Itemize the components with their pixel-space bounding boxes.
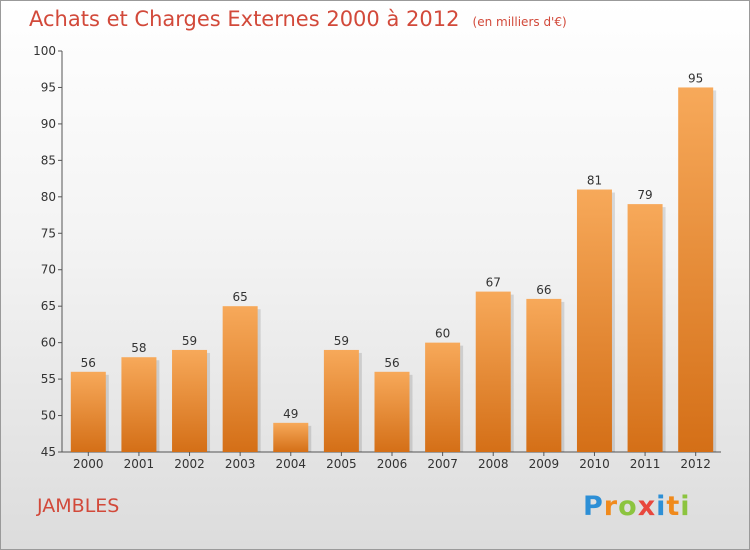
x-tick-label: 2007 [427,457,458,471]
proxiti-logo: Proxiti [583,491,691,522]
y-tick-label: 90 [41,117,56,131]
logo-letter: t [666,491,681,522]
x-tick-label: 2000 [73,457,104,471]
y-tick-label: 75 [41,226,56,240]
y-tick-label: 85 [41,153,56,167]
x-tick-label: 2003 [225,457,256,471]
bar [374,371,410,452]
chart-unit: (en milliers d'€) [472,15,567,29]
bar-value-label: 81 [587,174,602,188]
bar-value-label: 65 [233,290,248,304]
x-tick-label: 2006 [377,457,408,471]
logo-letter: i [656,491,667,522]
y-tick-label: 65 [41,299,56,313]
logo-letter: i [680,491,691,522]
bar [222,306,258,452]
bar-value-label: 59 [334,334,349,348]
commune-name: JAMBLES [37,495,120,517]
y-tick-label: 100 [33,44,56,58]
bar-value-label: 95 [688,71,703,85]
bar-value-label: 58 [131,341,146,355]
x-tick-label: 2009 [529,457,560,471]
logo-letter: r [603,491,619,522]
y-tick-label: 50 [41,409,56,423]
x-tick-label: 2010 [579,457,610,471]
bar-value-label: 59 [182,334,197,348]
bar [475,291,511,452]
bar-value-label: 79 [637,188,652,202]
x-tick-label: 2004 [275,457,306,471]
bar-value-label: 66 [536,283,551,297]
y-tick-label: 55 [41,372,56,386]
y-tick-label: 70 [41,263,56,277]
logo-letter: o [618,491,638,522]
bar [273,422,309,452]
bar-value-label: 56 [81,356,96,370]
bar [172,349,208,452]
y-tick-label: 80 [41,190,56,204]
bar-value-label: 60 [435,327,450,341]
logo-letter: P [583,491,604,522]
bar [627,204,663,452]
bar [121,357,157,452]
y-tick-label: 95 [41,80,56,94]
x-tick-label: 2005 [326,457,357,471]
bar [70,371,106,452]
chart-title: Achats et Charges Externes 2000 à 2012 [29,7,460,31]
x-tick-label: 2002 [174,457,205,471]
logo-letter: x [637,491,657,522]
y-tick-label: 60 [41,336,56,350]
x-tick-label: 2008 [478,457,509,471]
bar-value-label: 49 [283,407,298,421]
bar [576,189,612,452]
y-tick-label: 45 [41,445,56,459]
x-tick-label: 2001 [124,457,155,471]
bar-value-label: 67 [486,276,501,290]
x-tick-label: 2012 [680,457,711,471]
bar [425,342,461,452]
bar [526,298,562,452]
chart-title-block: Achats et Charges Externes 2000 à 2012 (… [29,7,567,31]
bar [678,87,714,453]
bar-value-label: 56 [384,356,399,370]
x-tick-label: 2011 [630,457,661,471]
bar [323,349,359,452]
